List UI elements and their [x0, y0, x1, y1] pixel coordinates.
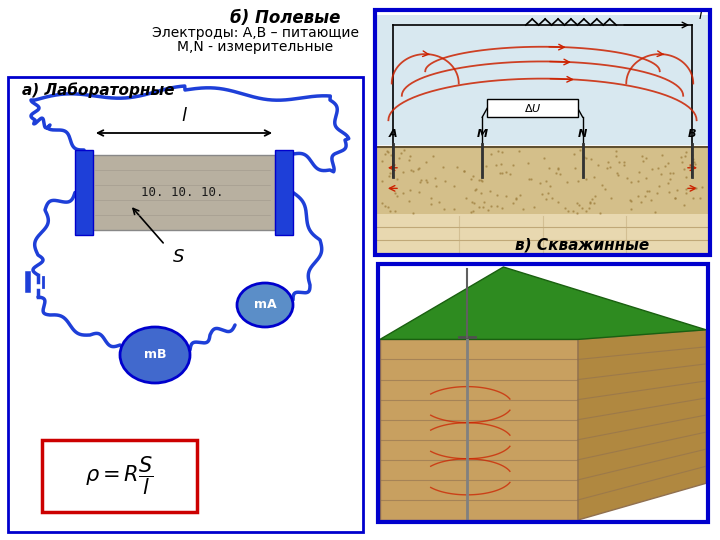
- Text: $\rho = R\dfrac{S}{l}$: $\rho = R\dfrac{S}{l}$: [85, 455, 154, 497]
- Text: в) Скважинные: в) Скважинные: [516, 237, 649, 252]
- Bar: [378, 264, 708, 522]
- Text: M: M: [477, 129, 487, 139]
- Bar: [375, 10, 710, 255]
- Polygon shape: [380, 267, 706, 340]
- Text: 10. 10. 10.: 10. 10. 10.: [141, 186, 224, 199]
- Polygon shape: [578, 330, 706, 520]
- Text: $l$: $l$: [181, 107, 187, 125]
- Text: б) Полевые: б) Полевые: [230, 9, 340, 27]
- Bar: [275, 150, 293, 235]
- Text: mA: mA: [253, 299, 276, 312]
- Bar: [377, 214, 708, 253]
- Text: Электроды: А,В – питающие: Электроды: А,В – питающие: [151, 26, 359, 40]
- Text: N: N: [578, 129, 588, 139]
- Text: B: B: [688, 129, 696, 139]
- Text: M,N - измерительные: M,N - измерительные: [177, 40, 333, 54]
- Bar: [8, 77, 363, 532]
- Bar: [75, 150, 93, 235]
- Bar: [42, 440, 197, 512]
- Bar: [487, 99, 577, 117]
- Text: $I$: $I$: [698, 9, 703, 22]
- Text: $S$: $S$: [172, 248, 185, 266]
- Ellipse shape: [120, 327, 190, 383]
- Text: mB: mB: [144, 348, 166, 361]
- Bar: [90, 155, 275, 230]
- Bar: [380, 340, 578, 520]
- Text: A: A: [389, 129, 397, 139]
- Ellipse shape: [237, 283, 293, 327]
- Bar: [377, 15, 708, 145]
- Text: $\Delta U$: $\Delta U$: [523, 102, 541, 114]
- Text: а) Лабораторные: а) Лабораторные: [22, 82, 174, 98]
- Bar: [377, 147, 708, 216]
